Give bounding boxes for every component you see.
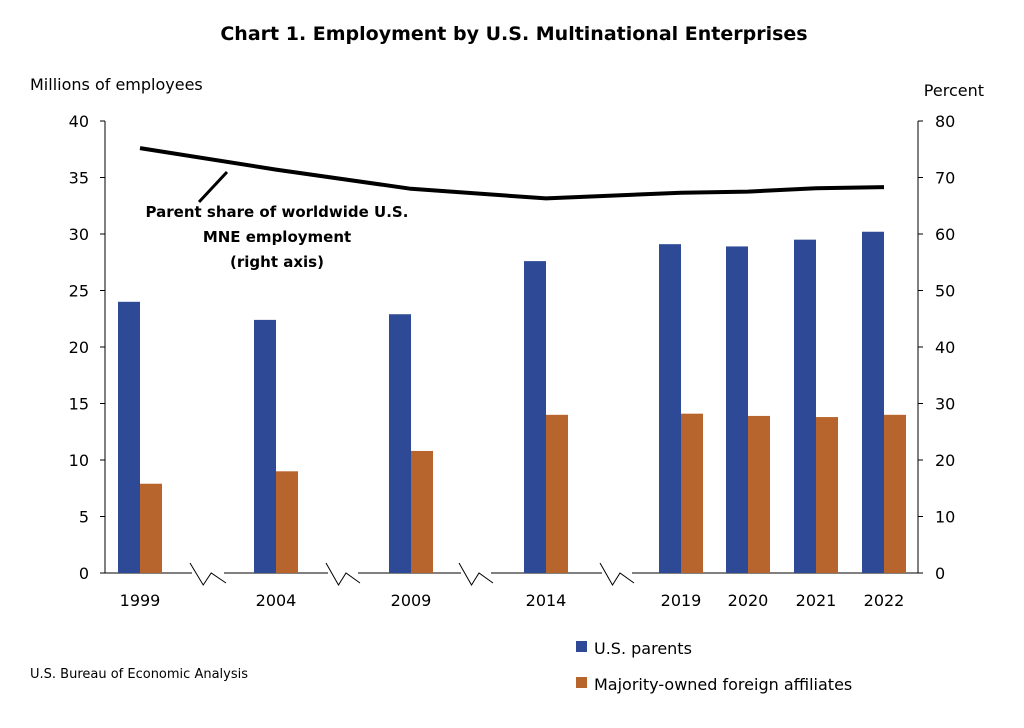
- plot-area: 0 5 10 15 20 25 30 35 40 0 10 20 30 40 50 60 70 80 1999 200…: [69, 112, 956, 610]
- annotation-text-line: Parent share of worldwide U.S.: [146, 203, 409, 221]
- bar-foreign-affiliates: [681, 413, 703, 573]
- x-tick-label: 2022: [864, 591, 905, 610]
- axis-break-marker: [599, 562, 635, 586]
- bar-foreign-affiliates: [884, 414, 906, 573]
- line-annotation: Parent share of worldwide U.S. MNE employ…: [146, 170, 409, 271]
- bar-us-parents: [389, 314, 411, 573]
- bar-us-parents: [862, 231, 884, 574]
- bar-us-parents: [659, 244, 681, 574]
- right-tick-label: 20: [935, 451, 955, 470]
- right-tick-label: 80: [935, 112, 955, 131]
- right-tick-label: 30: [935, 395, 955, 414]
- left-tick-label: 0: [79, 564, 89, 583]
- bar-us-parents: [118, 301, 140, 573]
- bar-foreign-affiliates: [546, 414, 568, 573]
- x-tick-label: 2014: [526, 591, 567, 610]
- right-tick-label: 50: [935, 282, 955, 301]
- legend-label-foreign-affiliates: Majority-owned foreign affiliates: [594, 675, 852, 694]
- bar-us-parents: [254, 319, 276, 573]
- bar-us-parents: [794, 239, 816, 573]
- right-tick-label: 40: [935, 338, 955, 357]
- chart-title: Chart 1. Employment by U.S. Multinationa…: [220, 23, 807, 45]
- axis-break-marker: [458, 562, 494, 586]
- left-tick-label: 40: [69, 112, 89, 131]
- parent-share-line: [139, 146, 885, 201]
- right-tick-label: 70: [935, 169, 955, 188]
- bar-foreign-affiliates: [748, 415, 770, 573]
- source-note: U.S. Bureau of Economic Analysis: [30, 667, 248, 682]
- right-tick-label: 10: [935, 508, 955, 527]
- left-tick-label: 5: [79, 508, 89, 527]
- axis-break-marker: [325, 562, 361, 586]
- x-tick-label: 2009: [391, 591, 432, 610]
- left-tick-label: 35: [69, 169, 89, 188]
- left-tick-label: 15: [69, 395, 89, 414]
- right-axis-title: Percent: [924, 81, 984, 100]
- left-tick-label: 25: [69, 282, 89, 301]
- left-tick-label: 20: [69, 338, 89, 357]
- bar-foreign-affiliates: [816, 417, 838, 573]
- x-tick-label: 2019: [661, 591, 702, 610]
- annotation-text-line: (right axis): [230, 253, 324, 271]
- right-tick-label: 0: [935, 564, 945, 583]
- x-tick-label: 2021: [796, 591, 837, 610]
- left-tick-label: 30: [69, 225, 89, 244]
- x-tick-label: 1999: [120, 591, 161, 610]
- left-tick-label: 10: [69, 451, 89, 470]
- legend-swatch-us-parents: [576, 641, 587, 652]
- axis-break-marker: [189, 562, 227, 586]
- x-tick-label: 2020: [728, 591, 769, 610]
- right-tick-label: 60: [935, 225, 955, 244]
- bar-us-parents: [726, 246, 748, 573]
- bar-us-parents: [524, 261, 546, 573]
- annotation-leader-line: [197, 170, 229, 204]
- legend-swatch-foreign-affiliates: [576, 677, 587, 688]
- bar-foreign-affiliates: [140, 483, 162, 573]
- legend-label-us-parents: U.S. parents: [594, 639, 692, 658]
- legend: U.S. parents Majority-owned foreign affi…: [576, 639, 852, 694]
- bar-foreign-affiliates: [411, 450, 433, 573]
- bar-foreign-affiliates: [276, 471, 298, 573]
- left-axis-title: Millions of employees: [30, 75, 203, 94]
- x-tick-label: 2004: [256, 591, 297, 610]
- annotation-text-line: MNE employment: [203, 228, 351, 246]
